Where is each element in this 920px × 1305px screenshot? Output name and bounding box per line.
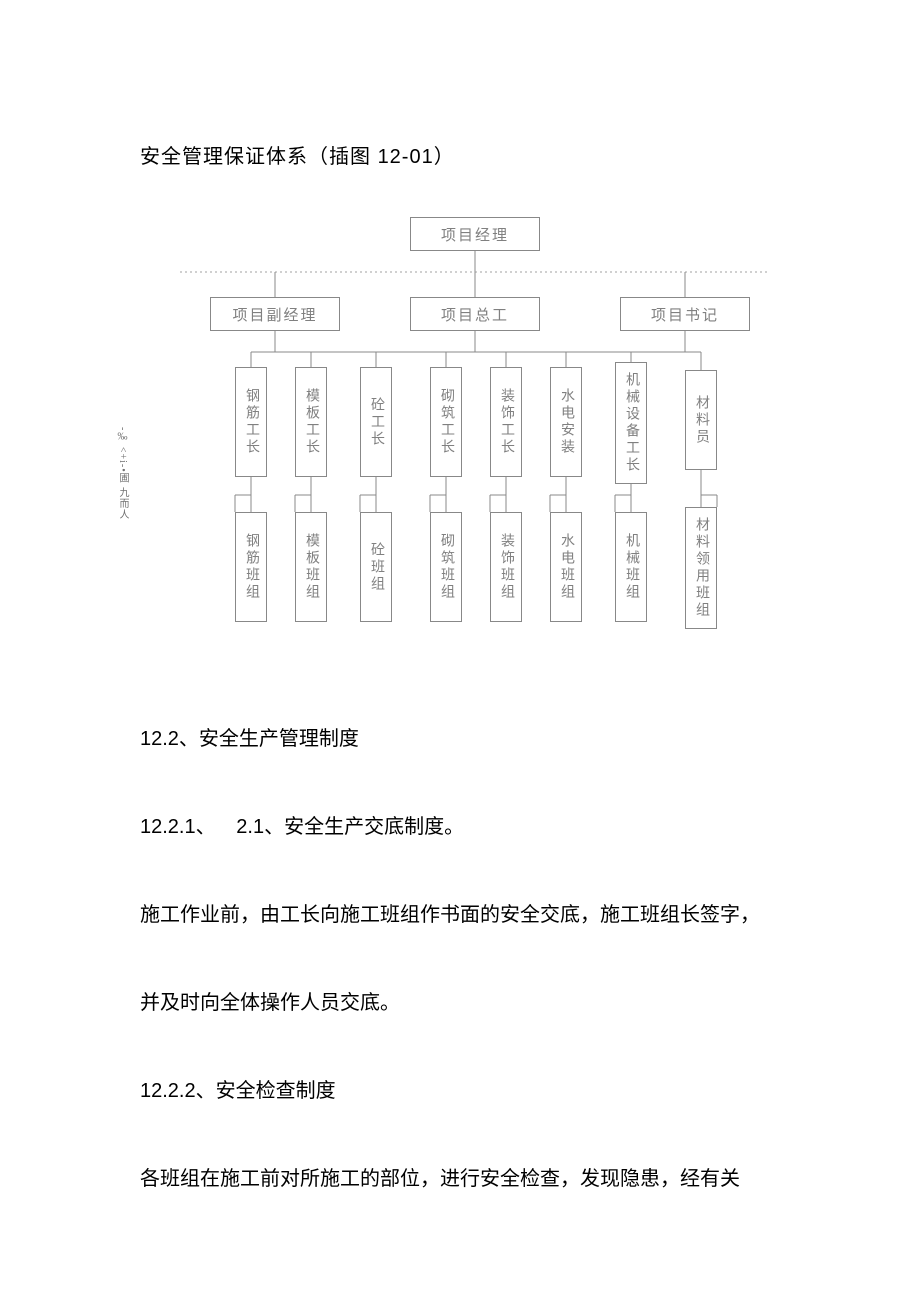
- node-masonry-team: 砌筑班组: [430, 512, 462, 622]
- heading-12-2-2: 12.2.2、安全检查制度: [140, 1069, 780, 1113]
- node-rebar-foreman: 钢筋工长: [235, 367, 267, 477]
- org-chart: -‰ <+i-•圃 九而人 项目经理 项目副经理 项目总工 项目书记 钢筋工长 …: [140, 217, 780, 657]
- node-machinery-foreman: 机械设备工长: [615, 362, 647, 484]
- node-material-team: 材料领用班组: [685, 507, 717, 629]
- node-deputy-manager: 项目副经理: [210, 297, 340, 331]
- node-formwork-foreman: 模板工长: [295, 367, 327, 477]
- node-decoration-team: 装饰班组: [490, 512, 522, 622]
- node-project-manager: 项目经理: [410, 217, 540, 251]
- title-suffix: ）: [434, 146, 455, 168]
- side-label: -‰ <+i-•圃 九而人: [115, 427, 130, 520]
- node-formwork-team: 模板班组: [295, 512, 327, 622]
- node-rebar-team: 钢筋班组: [235, 512, 267, 622]
- node-concrete-foreman: 砼工长: [360, 367, 392, 477]
- heading-12-2-1: 12.2.1、 2.1、安全生产交底制度。: [140, 805, 780, 849]
- para-2: 并及时向全体操作人员交底。: [140, 981, 780, 1025]
- node-machinery-team: 机械班组: [615, 512, 647, 622]
- node-material-staff: 材料员: [685, 370, 717, 470]
- title-prefix: 安全管理保证体系（插图: [140, 146, 371, 168]
- node-mep-team: 水电班组: [550, 512, 582, 622]
- figure-title: 安全管理保证体系（插图 12-01）: [140, 140, 780, 169]
- node-masonry-foreman: 砌筑工长: [430, 367, 462, 477]
- para-3: 各班组在施工前对所施工的部位，进行安全检查，发现隐患，经有关: [140, 1157, 780, 1201]
- node-chief-engineer: 项目总工: [410, 297, 540, 331]
- heading-12-2: 12.2、安全生产管理制度: [140, 717, 780, 761]
- node-concrete-team: 砼班组: [360, 512, 392, 622]
- para-1: 施工作业前，由工长向施工班组作书面的安全交底，施工班组长签字，: [140, 893, 780, 937]
- node-secretary: 项目书记: [620, 297, 750, 331]
- node-decoration-foreman: 装饰工长: [490, 367, 522, 477]
- node-mep-install: 水电安装: [550, 367, 582, 477]
